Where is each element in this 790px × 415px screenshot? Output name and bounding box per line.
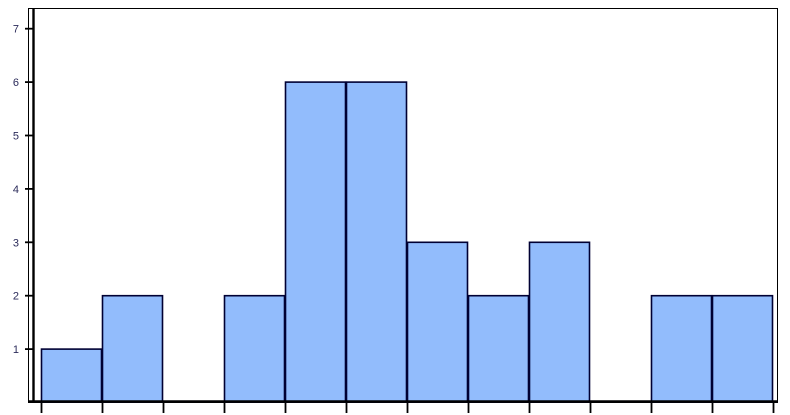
y-axis-tick-label: 1 [13,344,19,356]
y-axis-tick-label: 6 [13,77,19,89]
histogram-bar [406,241,469,403]
histogram-bar [345,81,408,403]
y-axis-tick-label: 3 [13,237,19,249]
histogram-bar [40,348,103,403]
bars-group [40,81,774,403]
y-axis-tick-label: 2 [13,291,19,303]
y-axis-tick-label: 5 [13,131,19,143]
histogram-bar [528,241,591,403]
histogram-bar [101,294,164,403]
y-axis-tick-label: 4 [13,184,19,196]
y-axis-tick-label: 7 [13,24,19,36]
y-axis-ticks: 1 2 3 4 5 6 7 [13,24,33,356]
histogram-bar [650,294,713,403]
x-axis-ticks [40,403,775,413]
histogram-bar [284,81,347,403]
histogram-bar [223,294,286,403]
histogram-bar [711,294,774,403]
histogram-bar [467,294,530,403]
